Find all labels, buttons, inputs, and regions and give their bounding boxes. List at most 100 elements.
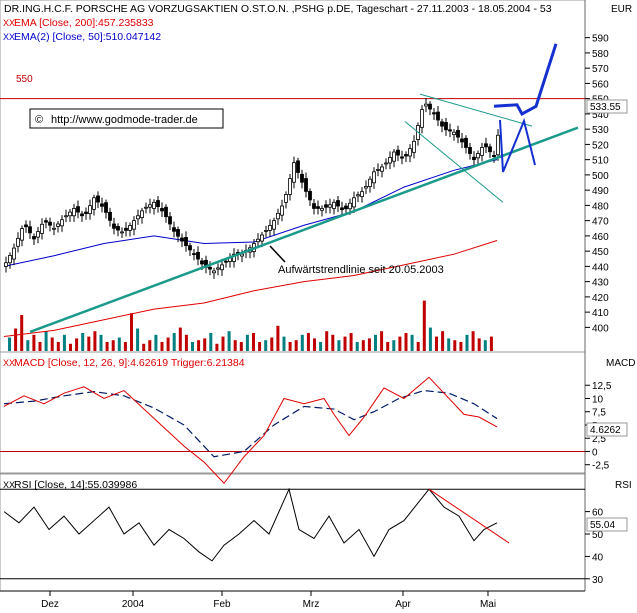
candle-body xyxy=(148,204,152,208)
candle-body xyxy=(64,215,68,218)
rsi-trendline xyxy=(428,488,510,544)
url-text: http://www.godmode-trader.de xyxy=(51,114,198,126)
wedge-lower-line xyxy=(404,121,504,203)
volume-bar xyxy=(465,334,469,351)
price-tick-label: 500 xyxy=(592,171,609,182)
legend-marker-ema200: XX xyxy=(3,18,15,28)
price-tick-label: 530 xyxy=(592,125,609,136)
volume-bar xyxy=(367,338,371,351)
candle-body xyxy=(112,223,116,229)
candle-body xyxy=(144,206,148,209)
volume-bar xyxy=(99,334,103,351)
rsi-tick-label: 50 xyxy=(592,530,604,541)
candle-body xyxy=(108,212,112,221)
price-tick-label: 470 xyxy=(592,217,609,228)
candle-body xyxy=(92,197,96,210)
volume-bar xyxy=(349,333,353,351)
candle-body xyxy=(404,154,408,157)
candle-body xyxy=(52,227,56,230)
volume-bar xyxy=(374,334,377,351)
candle-body xyxy=(32,236,36,240)
candle-body xyxy=(36,231,40,238)
chart-title: DR.ING.H.C.F. PORSCHE AG VORZUGSAKTIEN O… xyxy=(4,3,552,15)
candle-body xyxy=(464,137,468,148)
macd-tick-label: 12,5 xyxy=(592,381,612,392)
candle-body xyxy=(456,129,460,138)
volume-bar xyxy=(288,342,292,351)
volume-bar xyxy=(294,340,298,351)
volume-bar xyxy=(483,340,487,351)
candle-body xyxy=(356,194,360,197)
volume-bar xyxy=(337,340,341,351)
volume-bar xyxy=(136,328,140,351)
volume-bar xyxy=(227,331,231,351)
candle-body xyxy=(440,121,444,127)
macd-legend: MACD [Close, 12, 26, 9]:4.62619 Trigger:… xyxy=(14,357,245,369)
candle-body xyxy=(476,153,480,159)
volume-bar xyxy=(245,334,249,351)
candle-body xyxy=(304,178,308,192)
volume-bar xyxy=(300,334,304,351)
x-tick-label: Dez xyxy=(41,599,59,610)
candle-body xyxy=(396,149,400,156)
x-tick-label: Mai xyxy=(480,599,496,610)
candle-body xyxy=(280,205,284,216)
candle-body xyxy=(276,212,280,220)
candle-body xyxy=(172,227,176,232)
volume-bar xyxy=(203,338,207,351)
volume-bar xyxy=(32,334,36,351)
candle-body xyxy=(420,109,424,128)
volume-bar xyxy=(392,340,396,351)
candle-body xyxy=(44,220,48,223)
last-price-tag xyxy=(586,99,628,114)
candle-body xyxy=(160,208,164,212)
candle-body xyxy=(348,202,352,210)
volume-bar xyxy=(258,342,262,351)
candle-body xyxy=(352,197,356,208)
volume-bar xyxy=(62,334,66,351)
x-tick-label: Mrz xyxy=(303,599,320,610)
price-tick-label: 580 xyxy=(592,49,609,60)
x-tick-label: 2004 xyxy=(122,599,145,610)
macd-line xyxy=(3,376,498,485)
candle-body xyxy=(384,162,388,165)
x-tick-label: Apr xyxy=(395,599,411,610)
x-tick-label: Feb xyxy=(213,599,231,610)
wedge-upper-line xyxy=(419,93,533,127)
macd-tick-label: 10 xyxy=(592,394,604,405)
candle-body xyxy=(116,226,120,231)
candle-body xyxy=(360,191,364,197)
volume-bar xyxy=(435,336,438,351)
candle-body xyxy=(4,262,8,267)
candle-body xyxy=(100,203,104,207)
volume-bar xyxy=(441,331,445,351)
projection-down-path xyxy=(499,117,536,173)
volume-bar xyxy=(313,338,316,351)
volume-bar xyxy=(343,336,347,351)
macd-tick-label: 0 xyxy=(592,447,598,458)
candle-body xyxy=(156,200,160,208)
candle-body xyxy=(60,219,64,227)
candle-body xyxy=(432,112,436,115)
volume-bar xyxy=(477,338,481,351)
price-tick-label: 400 xyxy=(592,323,609,334)
candle-body xyxy=(124,227,128,231)
candle-body xyxy=(84,211,88,215)
candle-body xyxy=(212,270,216,274)
candle-body xyxy=(208,266,212,270)
candle-body xyxy=(256,238,260,243)
volume-bar xyxy=(276,325,280,351)
candle-body xyxy=(488,146,492,153)
line-550-label: 550 xyxy=(16,74,33,85)
candle-body xyxy=(140,210,144,218)
candle-body xyxy=(332,201,336,209)
candle-body xyxy=(72,208,76,217)
volume-bar xyxy=(404,333,408,351)
candle-body xyxy=(284,194,288,203)
price-tick-label: 440 xyxy=(592,262,609,273)
macd-trigger-line xyxy=(3,389,498,458)
volume-bar xyxy=(184,334,188,351)
candle-body xyxy=(88,205,92,215)
price-tick-label: 570 xyxy=(592,64,609,75)
